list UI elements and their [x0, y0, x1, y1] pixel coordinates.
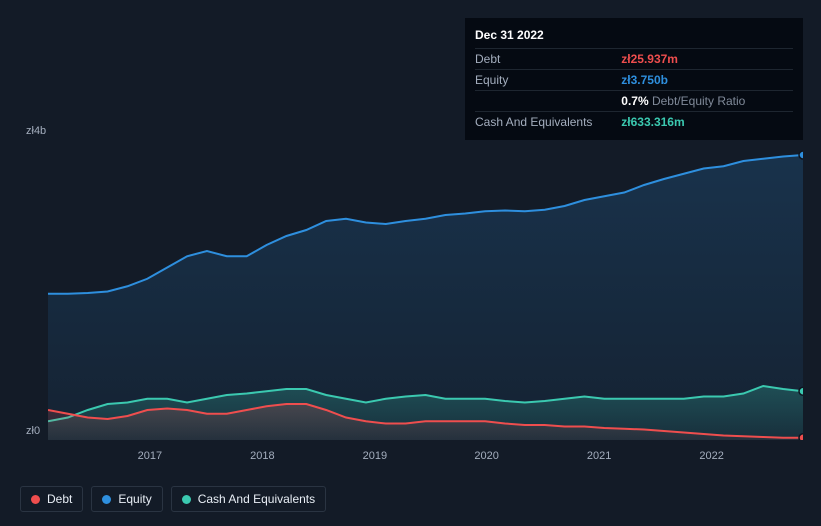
- tooltip-row: Cash And Equivalentszł633.316m: [475, 112, 793, 133]
- chart-tooltip: Dec 31 2022 Debtzł25.937mEquityzł3.750b0…: [465, 18, 803, 140]
- legend-item[interactable]: Equity: [91, 486, 162, 512]
- x-axis-tick-label: 2022: [699, 450, 723, 462]
- tooltip-row-value: 0.7% Debt/Equity Ratio: [621, 91, 793, 112]
- series-end-marker: [799, 434, 803, 440]
- chart-svg: [48, 140, 803, 440]
- tooltip-row-value: zł25.937m: [621, 49, 793, 70]
- tooltip-row-value: zł633.316m: [621, 112, 793, 133]
- x-axis-labels: 2017 2018 2019 2020 2021 2022: [48, 450, 803, 466]
- chart-plot-area[interactable]: [48, 140, 803, 440]
- x-axis-tick-label: 2018: [250, 450, 274, 462]
- tooltip-row: Debtzł25.937m: [475, 49, 793, 70]
- x-axis-tick-label: 2020: [474, 450, 498, 462]
- legend-item[interactable]: Debt: [20, 486, 83, 512]
- series-end-marker: [799, 387, 803, 395]
- series-end-marker: [799, 151, 803, 159]
- tooltip-row: 0.7% Debt/Equity Ratio: [475, 91, 793, 112]
- legend-item[interactable]: Cash And Equivalents: [171, 486, 326, 512]
- chart-container: Dec 31 2022 Debtzł25.937mEquityzł3.750b0…: [0, 0, 821, 526]
- legend-item-label: Cash And Equivalents: [198, 492, 315, 506]
- legend-dot-icon: [182, 495, 191, 504]
- tooltip-date: Dec 31 2022: [475, 26, 793, 48]
- tooltip-row-label: Equity: [475, 70, 621, 91]
- legend-item-label: Debt: [47, 492, 72, 506]
- tooltip-row-label: [475, 91, 621, 112]
- tooltip-row: Equityzł3.750b: [475, 70, 793, 91]
- tooltip-row-value: zł3.750b: [621, 70, 793, 91]
- x-axis-tick-label: 2019: [363, 450, 387, 462]
- tooltip-row-label: Debt: [475, 49, 621, 70]
- tooltip-table: Debtzł25.937mEquityzł3.750b0.7% Debt/Equ…: [475, 48, 793, 132]
- legend: Debt Equity Cash And Equivalents: [20, 486, 326, 512]
- x-axis-tick-label: 2017: [138, 450, 162, 462]
- legend-dot-icon: [102, 495, 111, 504]
- y-axis-label-max: zł4b: [26, 125, 46, 137]
- legend-item-label: Equity: [118, 492, 151, 506]
- legend-dot-icon: [31, 495, 40, 504]
- x-axis-tick-label: 2021: [587, 450, 611, 462]
- tooltip-row-label: Cash And Equivalents: [475, 112, 621, 133]
- y-axis-label-min: zł0: [26, 425, 40, 437]
